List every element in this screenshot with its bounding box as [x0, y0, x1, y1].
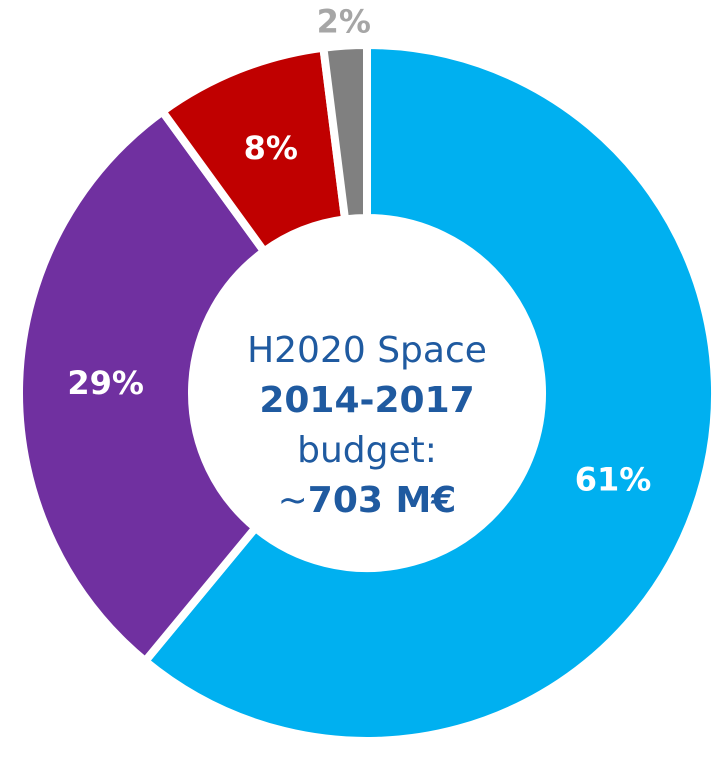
value-label: 8%: [244, 129, 298, 167]
value-label: 61%: [575, 461, 652, 499]
center-line: 2014-2017: [259, 380, 474, 421]
center-prefix: ~: [278, 480, 308, 521]
slices: [15, 40, 719, 745]
center-line: ~703 M€: [278, 480, 457, 521]
slice: [15, 105, 270, 667]
center-line: budget:: [297, 430, 437, 471]
center-line: H2020 Space: [247, 330, 487, 371]
value-label: 2%: [317, 3, 371, 41]
slice: [139, 40, 719, 745]
center-amount: 703 M€: [308, 480, 457, 521]
slice: [318, 40, 371, 224]
value-label: 29%: [67, 364, 144, 402]
